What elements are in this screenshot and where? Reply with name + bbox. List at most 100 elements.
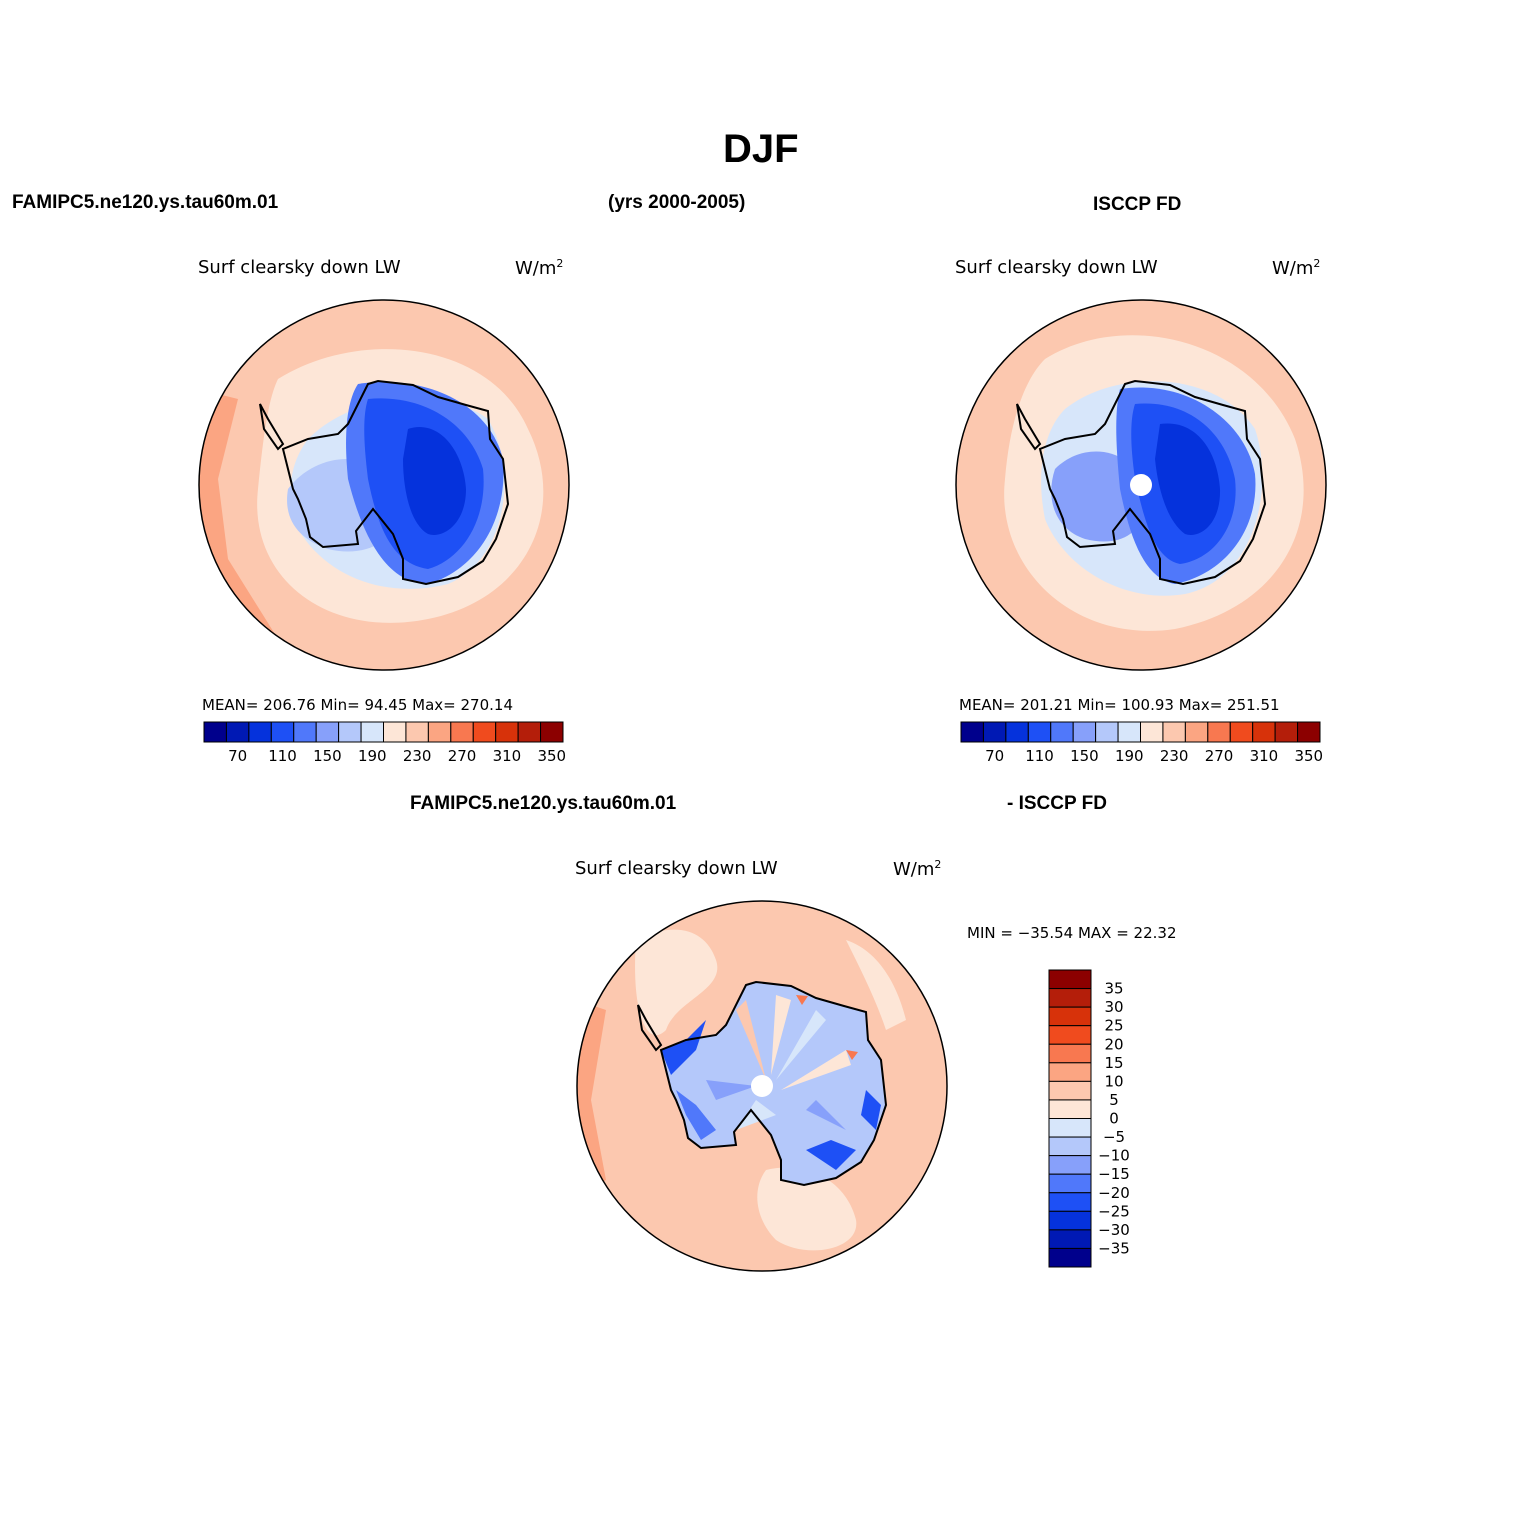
model-polar-map: [198, 299, 570, 671]
years-label: (yrs 2000-2005): [608, 192, 746, 213]
diff-colorbar-tick-label: −15: [1098, 1165, 1130, 1183]
diff-colorbar-tick-label: −25: [1098, 1202, 1130, 1220]
obs-colorbar-cell: [960, 721, 984, 743]
diff-colorbar-cell: [1048, 1229, 1092, 1249]
obs-colorbar-tick-label: 110: [1025, 747, 1054, 765]
diff-colorbar-cell: [1048, 1006, 1092, 1027]
diff-colorbar-tick-label: −5: [1103, 1128, 1125, 1146]
diff-colorbar-cell: [1048, 1210, 1092, 1231]
obs-colorbar-cell: [1072, 721, 1097, 743]
model-units-label: W/m2: [515, 257, 564, 279]
diff-colorbar-cell: [1048, 1099, 1092, 1119]
model-colorbar-cell: [225, 721, 250, 743]
model-colorbar-cell: [338, 721, 362, 743]
obs-colorbar-cell: [1050, 721, 1074, 743]
diff-colorbar-cell: [1048, 969, 1092, 990]
diff-colorbar-cell: [1048, 1025, 1092, 1045]
diff-colorbar-tick-label: 25: [1104, 1017, 1123, 1035]
model-colorbar-cell: [293, 721, 317, 743]
diff-colorbar-cell: [1048, 1247, 1092, 1268]
diff-colorbar-tick-label: 10: [1104, 1072, 1123, 1090]
obs-colorbar-tick-label: 310: [1250, 747, 1279, 765]
diff-colorbar-cell: [1048, 1192, 1092, 1212]
diff-stats: MIN = −35.54 MAX = 22.32: [967, 924, 1177, 942]
model-colorbar-cell: [248, 721, 272, 743]
obs-label: ISCCP FD: [1093, 194, 1182, 215]
obs-colorbar-tick-label: 350: [1294, 747, 1323, 765]
diff-colorbar-tick-label: −10: [1098, 1147, 1130, 1165]
diff-variable-label: Surf clearsky down LW: [575, 858, 778, 879]
model-colorbar-cell: [360, 721, 384, 743]
model-colorbar-cell: [495, 721, 519, 743]
diff-colorbar-cell: [1048, 1118, 1092, 1138]
model-colorbar-cell: [540, 721, 564, 743]
model-colorbar-cell: [203, 721, 227, 743]
model-colorbar-tick-label: 230: [403, 747, 432, 765]
model-colorbar-cell: [270, 721, 295, 743]
model-colorbar-cell: [517, 721, 542, 743]
diff-colorbar-tick-label: 20: [1104, 1035, 1123, 1053]
diff-colorbar-tick-label: −35: [1098, 1239, 1130, 1257]
obs-colorbar-tick-label: 70: [985, 747, 1004, 765]
diff-colorbar-cell: [1048, 1155, 1092, 1175]
obs-colorbar-cell: [1297, 721, 1321, 743]
obs-colorbar-cell: [1162, 721, 1186, 743]
model-variable-label: Surf clearsky down LW: [198, 257, 401, 278]
obs-colorbar-cell: [1229, 721, 1254, 743]
model-case-label: FAMIPC5.ne120.ys.tau60m.01: [12, 192, 279, 213]
diff-colorbar-cell: [1048, 1043, 1092, 1064]
obs-colorbar-tick-label: 150: [1070, 747, 1099, 765]
obs-polar-map: [955, 299, 1327, 671]
model-colorbar: 70 110 150 190 230 270 310 350: [203, 721, 566, 765]
obs-colorbar-cell: [1027, 721, 1052, 743]
obs-colorbar-tick-label: 230: [1160, 747, 1189, 765]
obs-colorbar-cell: [1274, 721, 1299, 743]
diff-colorbar-cell: [1048, 1173, 1092, 1194]
model-colorbar-tick-label: 110: [268, 747, 297, 765]
diff-colorbar-cell: [1048, 1062, 1092, 1082]
model-colorbar-cell: [315, 721, 340, 743]
model-colorbar-tick-label: 350: [537, 747, 566, 765]
obs-units-label: W/m2: [1272, 257, 1321, 279]
model-colorbar-tick-label: 270: [448, 747, 477, 765]
diff-colorbar-tick-label: −20: [1098, 1184, 1130, 1202]
diff-colorbar-tick-label: 0: [1109, 1110, 1119, 1128]
obs-colorbar-cell: [1117, 721, 1141, 743]
diff-obs-label: - ISCCP FD: [1007, 793, 1107, 814]
diff-units-label: W/m2: [893, 858, 942, 880]
model-colorbar-tick-label: 190: [358, 747, 387, 765]
diff-colorbar-cell: [1048, 1080, 1092, 1101]
diff-model-label: FAMIPC5.ne120.ys.tau60m.01: [410, 793, 677, 814]
diff-colorbar-cell: [1048, 988, 1092, 1008]
obs-colorbar-cell: [1005, 721, 1029, 743]
page-title: DJF: [723, 127, 799, 171]
obs-colorbar-cell: [1207, 721, 1231, 743]
model-colorbar-cell: [427, 721, 452, 743]
obs-stats: MEAN= 201.21 Min= 100.93 Max= 251.51: [959, 696, 1280, 714]
model-colorbar-tick-label: 70: [228, 747, 247, 765]
obs-colorbar-cell: [1095, 721, 1119, 743]
model-stats: MEAN= 206.76 Min= 94.45 Max= 270.14: [202, 696, 513, 714]
diff-colorbar-cell: [1048, 1136, 1092, 1157]
obs-colorbar-tick-label: 270: [1205, 747, 1234, 765]
diff-colorbar-tick-label: −30: [1098, 1221, 1130, 1239]
obs-colorbar-cell: [1184, 721, 1209, 743]
model-colorbar-cell: [383, 721, 407, 743]
model-colorbar-cell: [450, 721, 474, 743]
obs-colorbar: 70 110 150 190 230 270 310 350: [960, 721, 1323, 765]
obs-colorbar-cell: [982, 721, 1007, 743]
model-colorbar-tick-label: 310: [493, 747, 522, 765]
model-colorbar-cell: [405, 721, 429, 743]
diff-colorbar-tick-label: 5: [1109, 1091, 1119, 1109]
diff-colorbar-tick-label: 30: [1104, 998, 1123, 1016]
diff-colorbar-tick-label: 35: [1104, 980, 1123, 998]
obs-colorbar-cell: [1252, 721, 1276, 743]
obs-colorbar-tick-label: 190: [1115, 747, 1144, 765]
model-colorbar-tick-label: 150: [313, 747, 342, 765]
diff-polar-map: [576, 900, 948, 1272]
obs-variable-label: Surf clearsky down LW: [955, 257, 1158, 278]
diff-colorbar-tick-label: 15: [1104, 1054, 1123, 1072]
model-colorbar-cell: [472, 721, 497, 743]
obs-colorbar-cell: [1140, 721, 1164, 743]
